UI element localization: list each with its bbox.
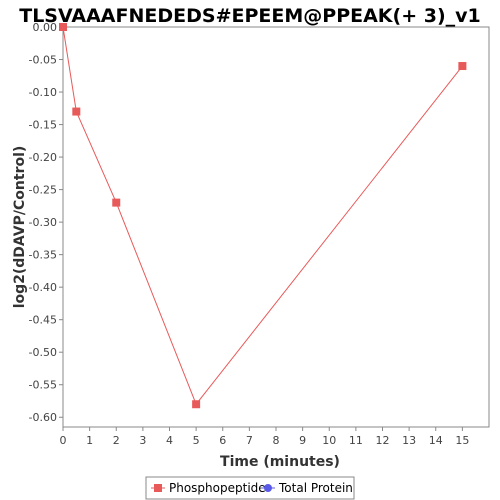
x-tick-label: 7	[246, 434, 253, 447]
y-tick-label: -0.45	[29, 314, 57, 327]
x-tick-label: 13	[402, 434, 416, 447]
x-axis-label: Time (minutes)	[220, 454, 340, 470]
x-tick-label: 8	[273, 434, 280, 447]
y-tick-label: -0.30	[29, 216, 57, 229]
x-tick-label: 12	[376, 434, 390, 447]
y-tick-label: -0.05	[29, 54, 57, 67]
data-point	[59, 23, 67, 31]
x-tick-label: 15	[455, 434, 469, 447]
x-tick-label: 11	[349, 434, 363, 447]
x-tick-label: 3	[139, 434, 146, 447]
legend: Phosphopeptide Total Protein	[145, 476, 355, 500]
data-point	[192, 400, 201, 409]
legend-label: Phosphopeptide	[169, 481, 266, 495]
legend-marker	[264, 484, 272, 492]
chart-title: TLSVAAAFNEDEDS#EPEEM@PPEAK(+ 3)_v1	[19, 5, 481, 27]
x-tick-label: 2	[113, 434, 120, 447]
x-tick-label: 1	[86, 434, 93, 447]
x-tick-label: 0	[60, 434, 67, 447]
y-tick-label: -0.40	[29, 281, 57, 294]
x-tick-label: 14	[429, 434, 443, 447]
y-tick-label: -0.50	[29, 346, 57, 359]
legend-box	[145, 476, 355, 500]
y-tick-label: -0.10	[29, 86, 57, 99]
legend-marker	[154, 484, 162, 492]
y-tick-label: -0.55	[29, 379, 57, 392]
y-tick-label: -0.20	[29, 151, 57, 164]
y-tick-label: -0.15	[29, 119, 57, 132]
x-tick-label: 6	[219, 434, 226, 447]
y-tick-label: 0.00	[33, 21, 58, 34]
y-tick-label: -0.25	[29, 184, 57, 197]
x-tick-label: 9	[299, 434, 306, 447]
x-tick-label: 5	[193, 434, 200, 447]
y-tick-label: -0.60	[29, 411, 57, 424]
x-tick-label: 4	[166, 434, 173, 447]
y-axis: 0.00 -0.05 -0.10 -0.15 -0.20 -0.25 -0.30 -0.35 -…	[29, 21, 63, 424]
legend-label: Total Protein	[278, 481, 353, 495]
plot-area	[62, 26, 490, 428]
x-tick-label: 10	[322, 434, 336, 447]
data-point	[458, 62, 467, 71]
x-axis: 0 1 2 3 4 5 6 7 8 9 10 11 12 13 14 15	[60, 427, 469, 447]
y-tick-label: -0.35	[29, 249, 57, 262]
series-layer	[59, 23, 467, 409]
data-point	[72, 107, 81, 116]
y-axis-label: log2(dDAVP/Control)	[12, 146, 28, 309]
data-point	[112, 198, 121, 207]
